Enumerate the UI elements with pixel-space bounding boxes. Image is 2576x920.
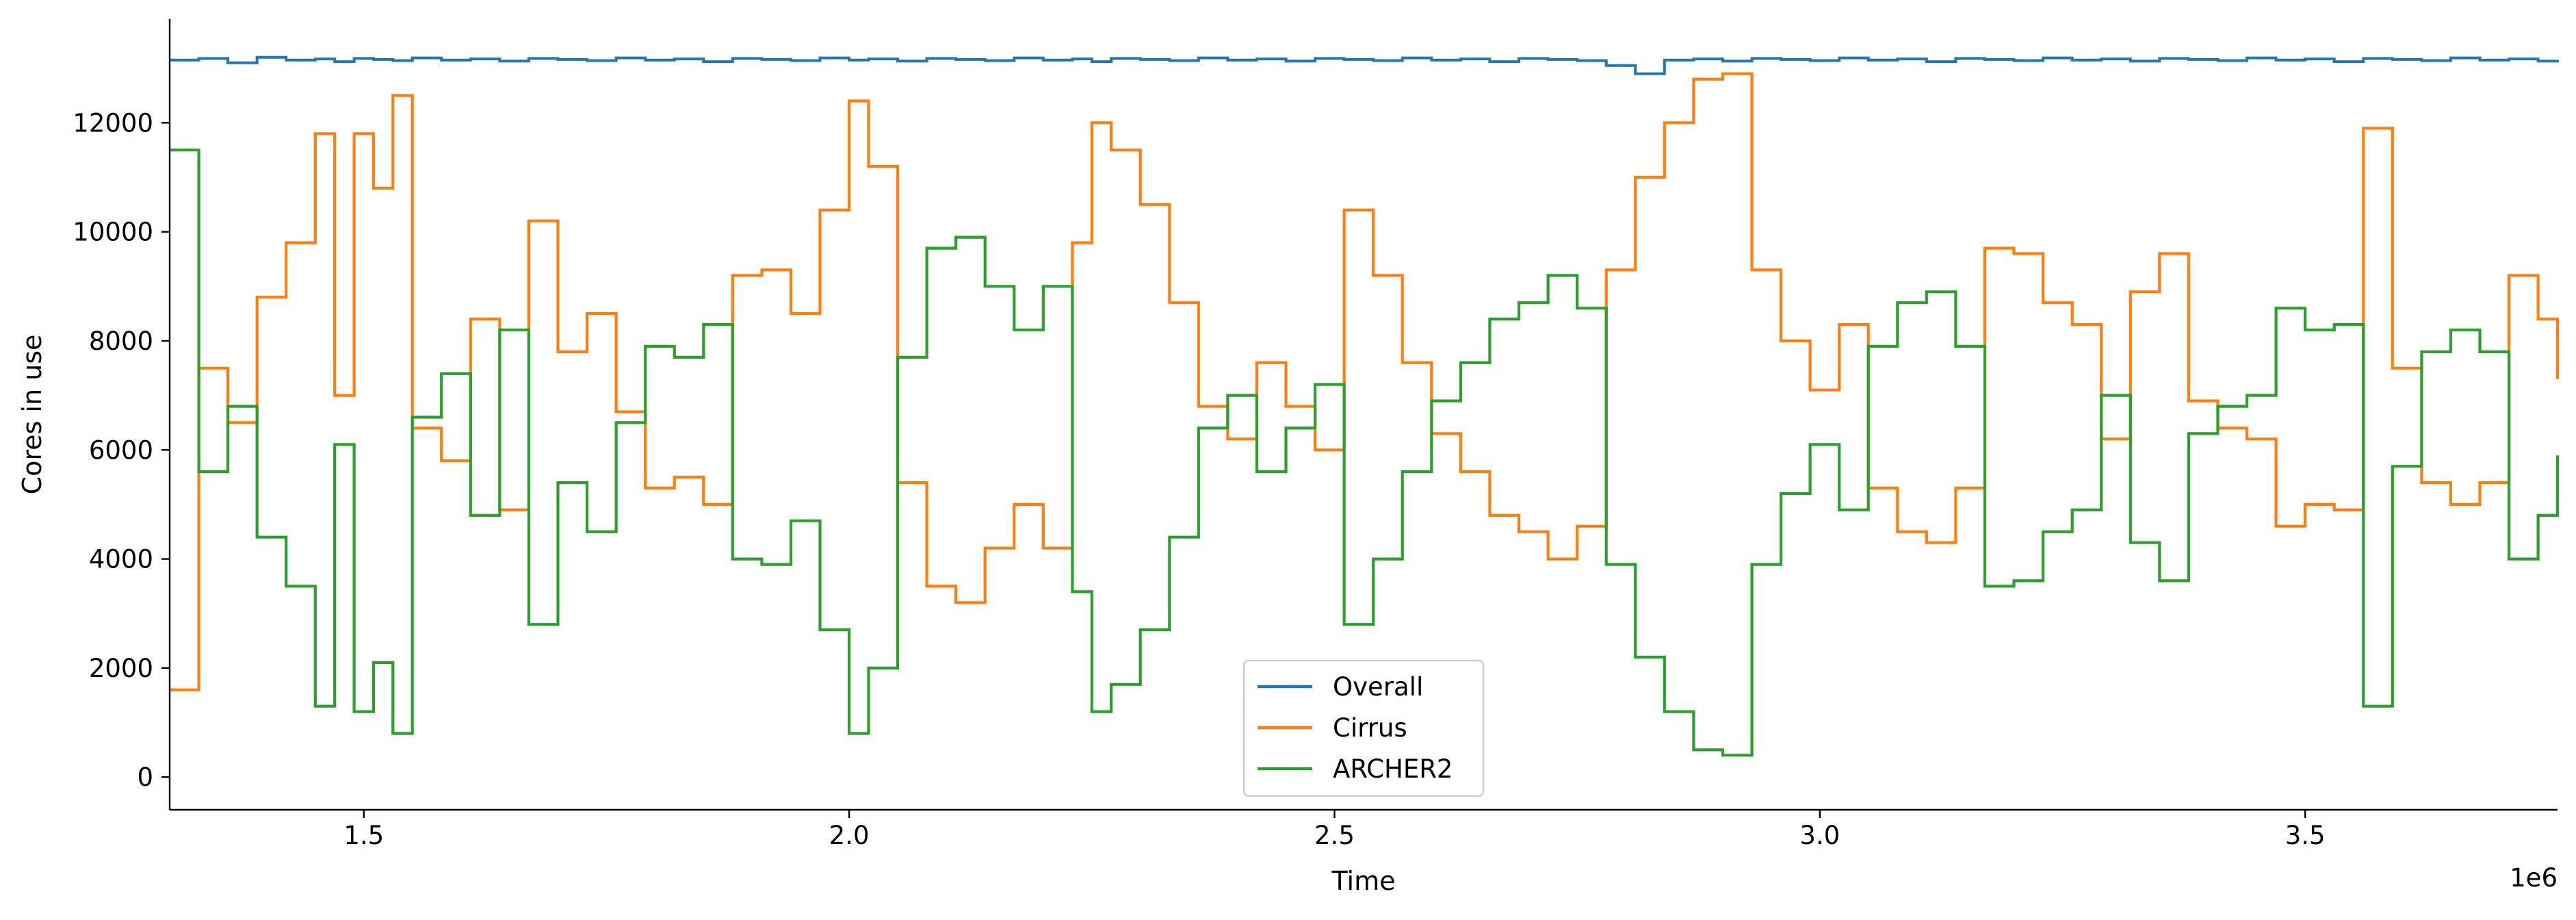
x-tick-label: 2.5 xyxy=(1314,821,1355,850)
y-tick-label: 2000 xyxy=(89,654,153,683)
x-tick-label: 1.5 xyxy=(343,821,384,850)
x-axis-ticks: 1.5 2.0 2.5 3.0 3.5 xyxy=(343,810,2326,850)
x-axis-label: Time xyxy=(1331,866,1396,896)
x-tick-label: 3.5 xyxy=(2285,821,2326,850)
y-tick-label: 0 xyxy=(137,763,153,792)
y-axis-ticks: 0 2000 4000 6000 8000 10000 12000 xyxy=(73,108,170,792)
legend: Overall Cirrus ARCHER2 xyxy=(1243,659,1485,797)
legend-label: Overall xyxy=(1333,672,1423,702)
y-tick-label: 4000 xyxy=(89,545,153,574)
legend-frame xyxy=(1243,659,1485,797)
x-axis-offset-label: 1e6 xyxy=(2510,863,2558,893)
series-layer xyxy=(170,55,2560,757)
axes xyxy=(168,19,2558,811)
legend-label: Cirrus xyxy=(1333,713,1407,743)
x-tick-label: 3.0 xyxy=(1799,821,1840,850)
series-line-overall xyxy=(170,55,2559,75)
y-tick-label: 8000 xyxy=(89,327,153,356)
legend-label: ARCHER2 xyxy=(1333,754,1453,784)
y-tick-label: 6000 xyxy=(89,435,153,465)
series-line-archer2 xyxy=(170,149,2560,757)
x-tick-label: 2.0 xyxy=(829,821,870,850)
y-tick-label: 10000 xyxy=(73,218,153,247)
y-tick-label: 12000 xyxy=(73,108,153,138)
y-axis-label: Cores in use xyxy=(17,335,47,495)
